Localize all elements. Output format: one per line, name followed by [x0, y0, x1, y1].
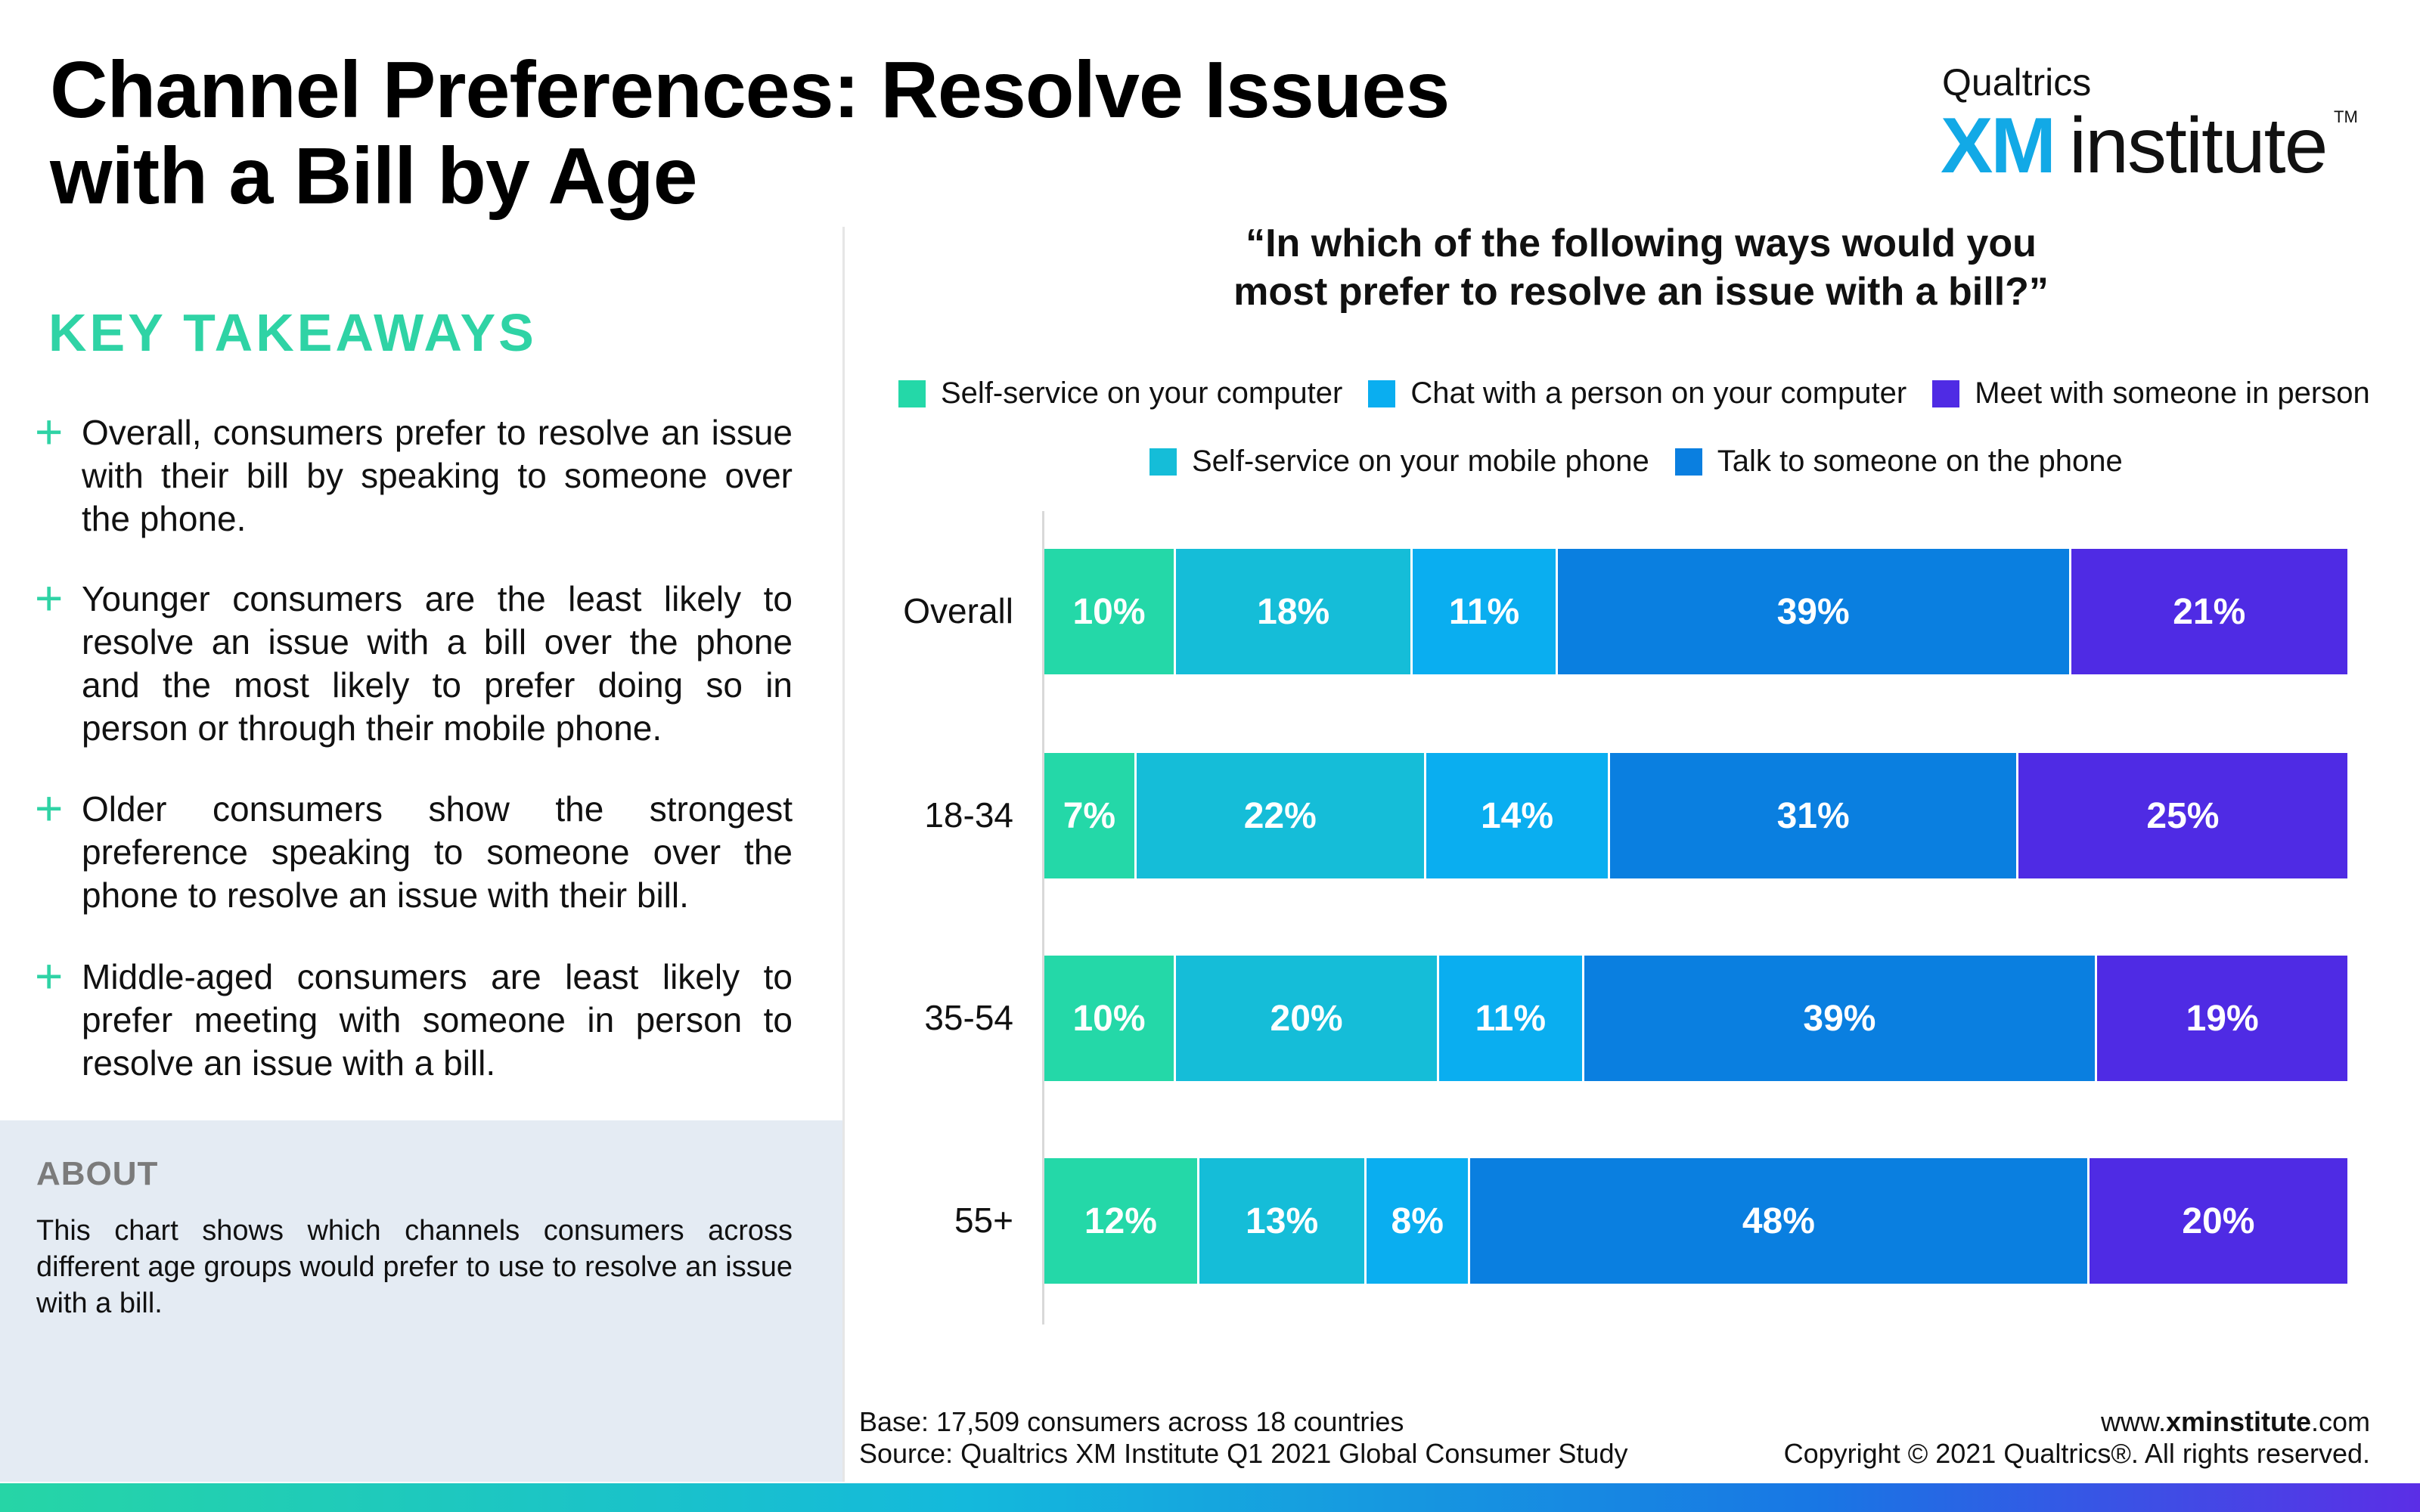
bar-segment: 14% [1426, 753, 1611, 878]
bar-segment: 39% [1584, 956, 2098, 1081]
legend-label: Self-service on your computer [941, 376, 1343, 410]
chart-title: “In which of the following ways would yo… [1081, 219, 2201, 316]
row-label-35-54: 35-54 [924, 998, 1013, 1037]
chart-title-line-1: “In which of the following ways would yo… [1246, 222, 2037, 265]
title-line-1: Channel Preferences: Resolve Issues [50, 45, 1450, 135]
data-label: 12% [1084, 1201, 1157, 1241]
data-label: 39% [1803, 998, 1876, 1039]
about-heading: ABOUT [36, 1155, 159, 1192]
legend-label: Self-service on your mobile phone [1192, 445, 1649, 478]
legend-item-talk-phone: Talk to someone on the phone [1674, 445, 2123, 479]
about-text: This chart shows which channels consumer… [36, 1215, 793, 1319]
bar-segment: 20% [2089, 1158, 2347, 1284]
data-label: 20% [1270, 998, 1343, 1039]
bar-segment: 7% [1044, 753, 1137, 878]
chart-legend-row-1: Self-service on your computer Chat with … [898, 376, 2396, 411]
data-label: 48% [1742, 1201, 1815, 1241]
data-label: 10% [1072, 998, 1146, 1039]
legend-item-chat-computer: Chat with a person on your computer [1368, 376, 1907, 411]
takeaway-item: + Middle-aged consumers are least likely… [35, 949, 793, 1085]
legend-swatch [1674, 448, 1702, 476]
takeaway-item: + Younger consumers are the least likely… [35, 571, 793, 750]
panel-divider [842, 227, 845, 1482]
bar-segment: 19% [2097, 956, 2347, 1081]
footer-copyright: www.xminstitute.com Copyright © 2021 Qua… [1784, 1406, 2370, 1470]
bar-segment: 12% [1044, 1158, 1199, 1284]
footer-notes: Base: 17,509 consumers across 18 countri… [859, 1406, 1627, 1470]
chart-title-line-2: most prefer to resolve an issue with a b… [1233, 270, 2049, 314]
logo-qualtrics-text: Qualtrics [1942, 61, 2092, 104]
legend-label: Meet with someone in person [1975, 376, 2370, 410]
bar-segment: 22% [1136, 753, 1426, 878]
bar-segment: 18% [1176, 549, 1413, 674]
data-label: 25% [2146, 795, 2220, 836]
bar-segment: 11% [1413, 549, 1558, 674]
logo-tm-mark: TM [2334, 107, 2358, 126]
data-label: 13% [1246, 1201, 1319, 1241]
legend-swatch [1150, 448, 1177, 476]
takeaway-text: Older consumers show the strongest prefe… [82, 789, 793, 915]
key-takeaways-heading: KEY TAKEAWAYS [48, 303, 537, 362]
row-label-18-34: 18-34 [924, 795, 1013, 835]
bar-segment: 13% [1199, 1158, 1367, 1284]
logo-xm-text: XM [1941, 102, 2056, 190]
data-label: 7% [1063, 795, 1116, 836]
bar-segment: 11% [1439, 956, 1584, 1081]
row-label-overall: Overall [903, 591, 1013, 631]
source-note: Source: Qualtrics XM Institute Q1 2021 G… [859, 1438, 1628, 1469]
plus-icon: + [35, 404, 64, 459]
bar-segment: 10% [1044, 956, 1177, 1081]
bar-segment: 39% [1557, 549, 2071, 674]
legend-item-meet-in-person: Meet with someone in person [1932, 376, 2370, 411]
takeaway-text: Younger consumers are the least likely t… [82, 579, 793, 748]
copyright-text: Copyright © 2021 Qualtrics®. All rights … [1783, 1438, 2370, 1469]
chart-legend-row-2: Self-service on your mobile phone Talk t… [1150, 445, 2149, 479]
legend-swatch [898, 380, 926, 407]
website-link[interactable]: www.xminstitute.com [2100, 1406, 2370, 1437]
data-label: 31% [1776, 795, 1850, 836]
data-label: 10% [1072, 591, 1146, 632]
bar-segment: 20% [1176, 956, 1440, 1081]
legend-swatch [1932, 380, 1960, 407]
bar-segment: 10% [1044, 549, 1177, 674]
bottom-gradient-bar [0, 1483, 2420, 1512]
bar-segment: 25% [2018, 753, 2347, 878]
legend-swatch [1368, 380, 1396, 407]
legend-label: Talk to someone on the phone [1717, 445, 2123, 478]
takeaway-text: Middle-aged consumers are least likely t… [82, 957, 793, 1083]
takeaway-item: + Overall, consumers prefer to resolve a… [35, 404, 793, 541]
plus-icon: + [35, 949, 64, 1003]
data-label: 39% [1776, 591, 1850, 632]
data-label: 8% [1391, 1201, 1444, 1241]
logo-institute-text: institute [2069, 102, 2328, 190]
data-label: 19% [2186, 998, 2259, 1039]
row-label-55-: 55+ [954, 1201, 1013, 1240]
data-label: 21% [2173, 591, 2246, 632]
data-label: 11% [1475, 998, 1547, 1039]
plus-icon: + [35, 571, 64, 625]
plus-icon: + [35, 781, 64, 835]
data-label: 14% [1480, 795, 1554, 836]
legend-label: Chat with a person on your computer [1410, 376, 1907, 410]
page-title: Channel Preferences: Resolve Issues with… [50, 47, 1525, 219]
takeaway-item: + Older consumers show the strongest pre… [35, 781, 793, 917]
bar-segment: 31% [1610, 753, 2018, 878]
bar-segment: 8% [1367, 1158, 1470, 1284]
data-label: 18% [1257, 591, 1330, 632]
title-line-2: with a Bill by Age [50, 132, 698, 221]
takeaway-text: Overall, consumers prefer to resolve an … [82, 413, 793, 538]
legend-item-self-service-mobile: Self-service on your mobile phone [1150, 445, 1649, 479]
data-label: 11% [1448, 591, 1520, 632]
qualtrics-xm-institute-logo: Qualtrics XM institute TM [1933, 60, 2358, 190]
data-label: 22% [1243, 795, 1317, 836]
legend-item-self-service-computer: Self-service on your computer [898, 376, 1342, 411]
data-label: 20% [2182, 1201, 2255, 1241]
about-panel [0, 1120, 842, 1482]
bar-segment: 21% [2071, 549, 2347, 674]
base-note: Base: 17,509 consumers across 18 countri… [859, 1406, 1404, 1437]
chart-axis-line [1042, 511, 1044, 1325]
bar-segment: 48% [1469, 1158, 2090, 1284]
